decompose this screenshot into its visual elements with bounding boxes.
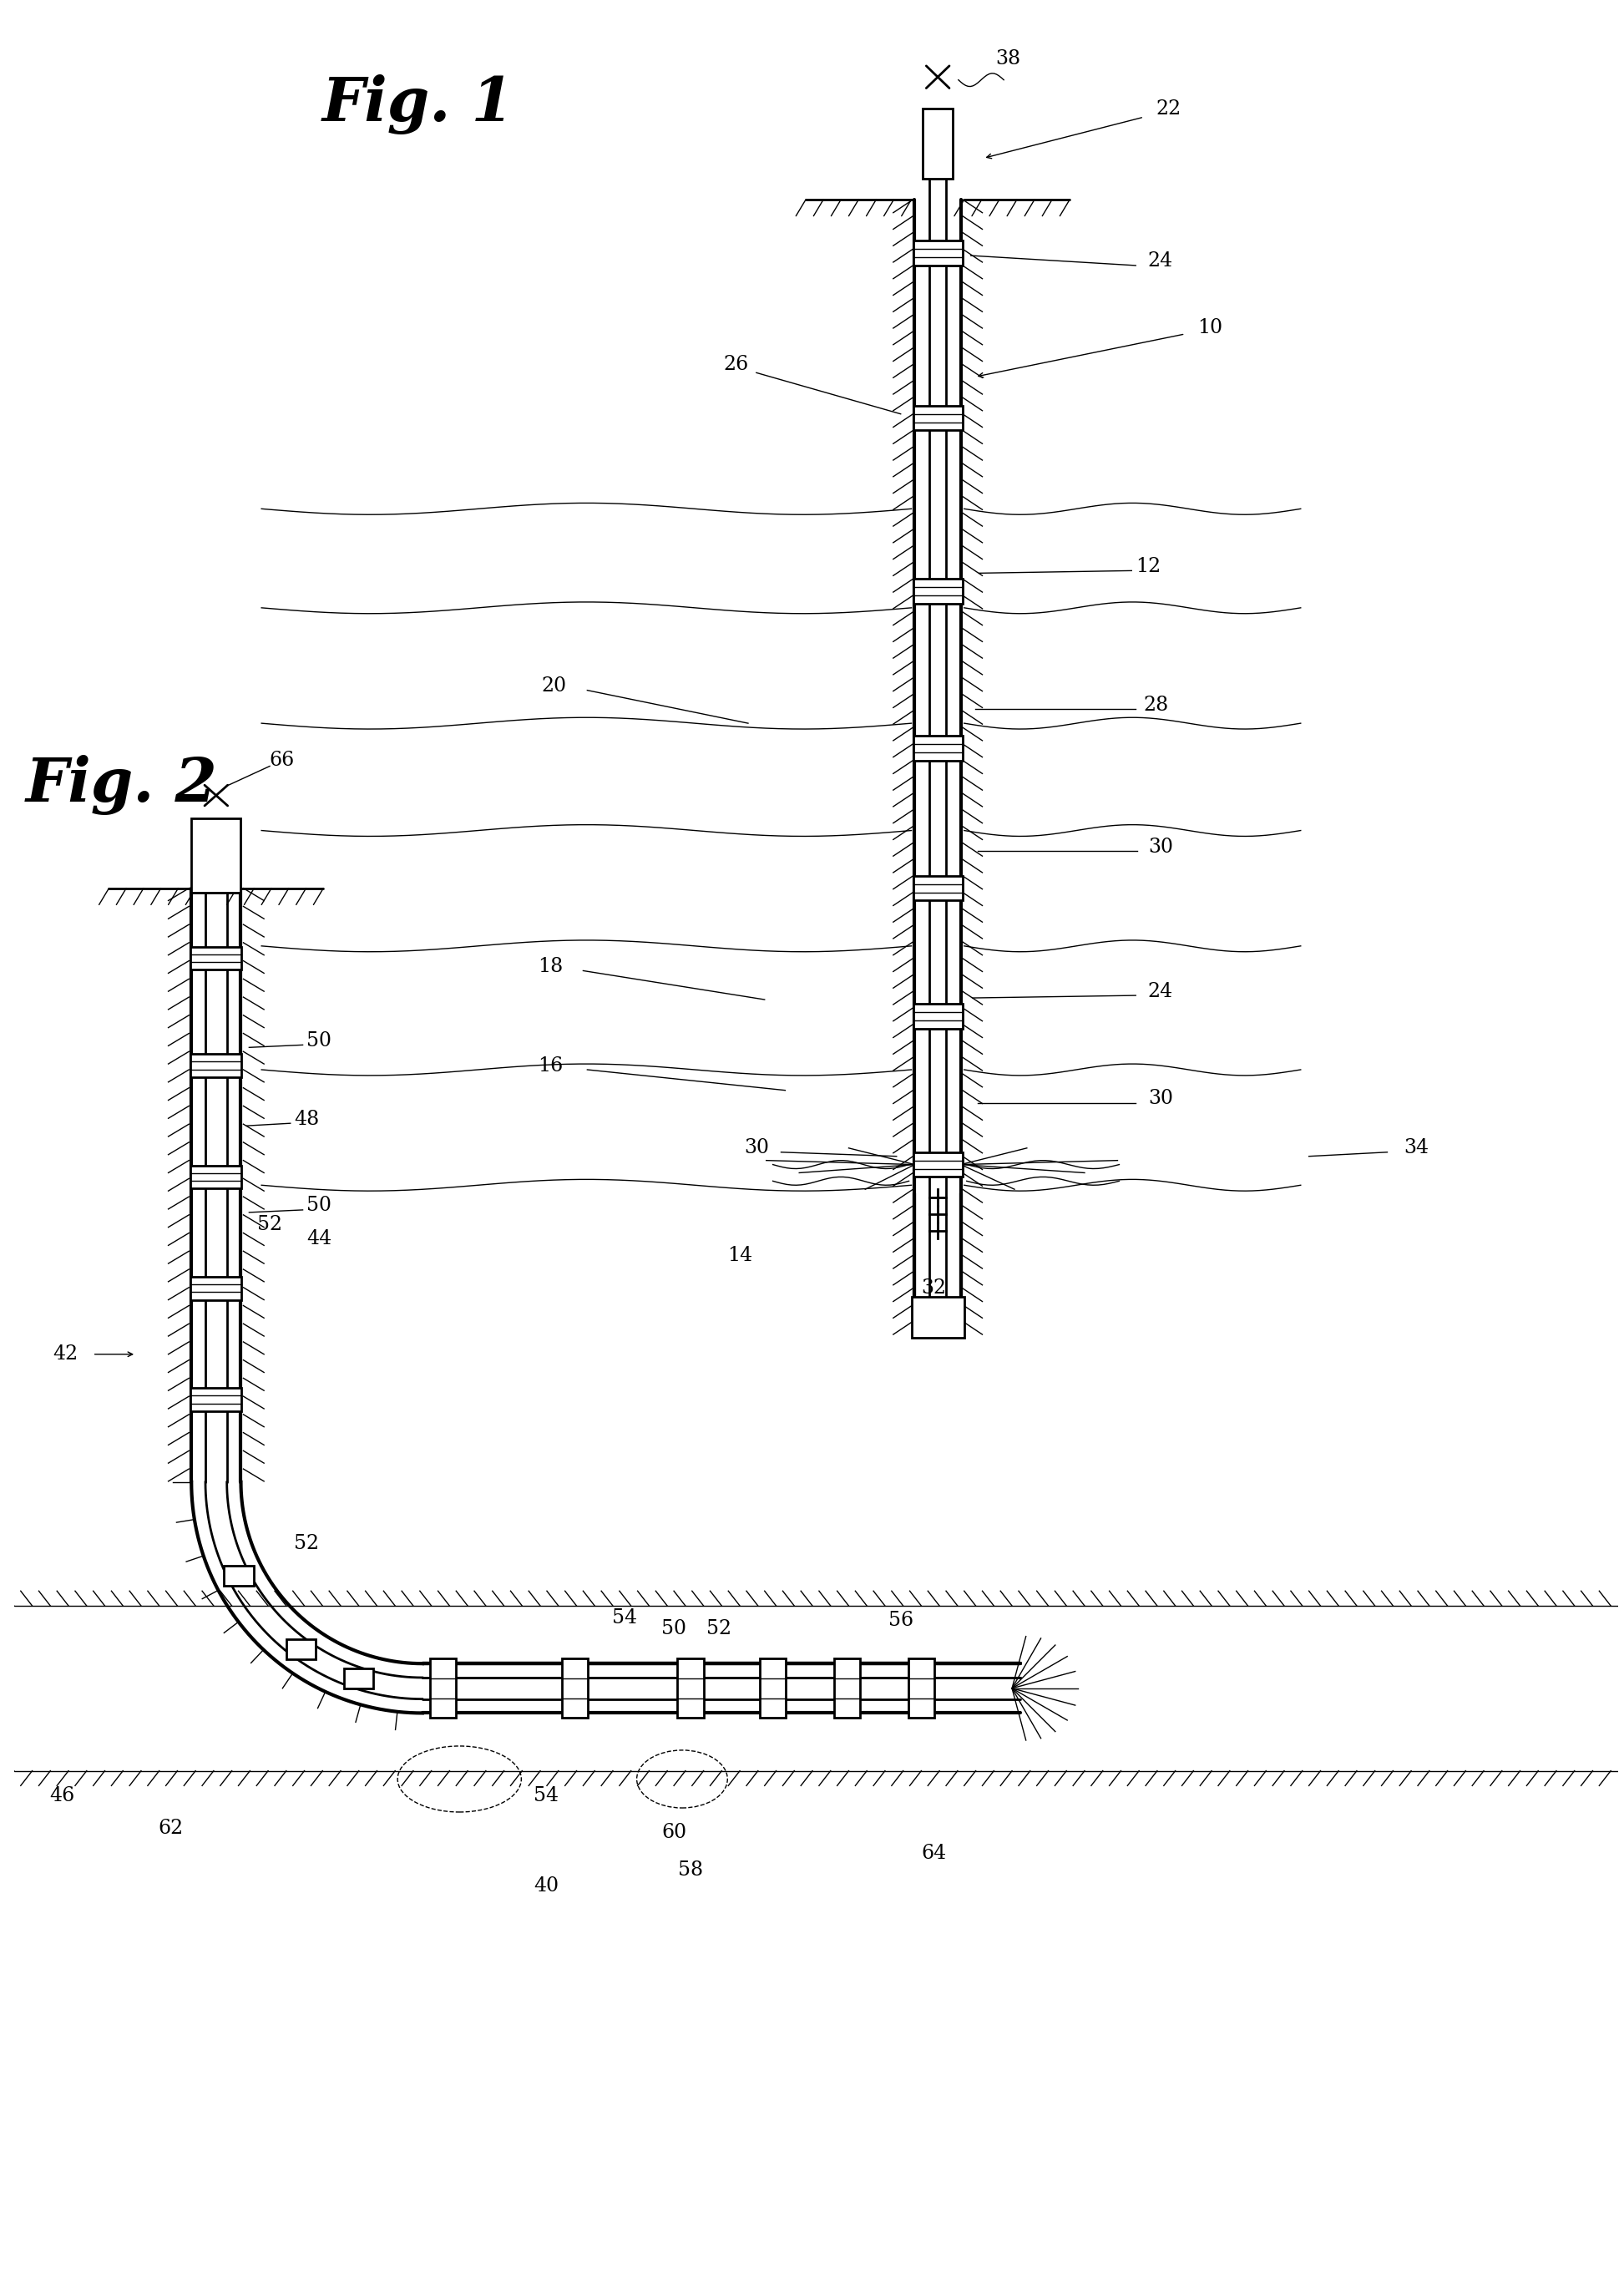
Bar xyxy=(922,109,953,180)
Bar xyxy=(913,875,963,900)
Text: 24: 24 xyxy=(1148,252,1173,270)
Text: 28: 28 xyxy=(1143,696,1169,714)
Text: 30: 30 xyxy=(1148,1089,1173,1109)
Bar xyxy=(190,1166,242,1189)
Text: 46: 46 xyxy=(49,1787,75,1805)
Bar xyxy=(913,736,963,761)
Text: 50: 50 xyxy=(307,1196,331,1216)
Bar xyxy=(192,818,240,893)
Bar xyxy=(190,1277,242,1300)
Text: 18: 18 xyxy=(538,957,564,975)
Bar xyxy=(562,1659,588,1718)
Bar xyxy=(911,1296,965,1339)
Bar xyxy=(190,1389,242,1412)
Bar xyxy=(190,948,242,971)
Text: 50: 50 xyxy=(661,1618,687,1639)
Text: 16: 16 xyxy=(538,1057,564,1075)
Bar xyxy=(833,1659,861,1718)
Text: 32: 32 xyxy=(921,1280,947,1298)
Text: 10: 10 xyxy=(1197,318,1223,336)
Text: Fig. 2: Fig. 2 xyxy=(26,755,218,816)
Text: 56: 56 xyxy=(888,1612,913,1630)
Text: 52: 52 xyxy=(294,1534,320,1552)
Bar xyxy=(286,1639,317,1659)
Text: 30: 30 xyxy=(744,1139,768,1157)
Text: 54: 54 xyxy=(612,1609,637,1627)
Text: 30: 30 xyxy=(1148,836,1173,857)
Text: Fig. 1: Fig. 1 xyxy=(322,75,515,134)
Bar xyxy=(190,1055,242,1077)
Bar xyxy=(908,1659,934,1718)
Bar xyxy=(344,1668,374,1689)
Text: 20: 20 xyxy=(542,677,567,696)
Bar xyxy=(913,1152,963,1177)
Bar xyxy=(913,405,963,430)
Text: 64: 64 xyxy=(921,1843,947,1864)
Text: 52: 52 xyxy=(706,1618,732,1639)
Bar xyxy=(913,241,963,266)
Text: 42: 42 xyxy=(52,1346,78,1364)
Text: 54: 54 xyxy=(533,1787,559,1805)
Text: 12: 12 xyxy=(1135,557,1161,575)
Bar xyxy=(224,1566,253,1587)
Bar xyxy=(913,580,963,605)
Text: 24: 24 xyxy=(1148,982,1173,1000)
Text: 66: 66 xyxy=(270,750,294,771)
Bar xyxy=(677,1659,703,1718)
Text: 60: 60 xyxy=(661,1823,687,1841)
Text: 58: 58 xyxy=(677,1859,703,1880)
Text: 52: 52 xyxy=(257,1216,283,1234)
Text: 34: 34 xyxy=(1403,1139,1429,1157)
Text: 44: 44 xyxy=(307,1230,331,1248)
Text: 14: 14 xyxy=(728,1246,752,1264)
Text: 38: 38 xyxy=(996,50,1020,68)
Text: 22: 22 xyxy=(1156,100,1181,118)
Text: 26: 26 xyxy=(723,355,749,375)
Bar xyxy=(760,1659,786,1718)
Text: 62: 62 xyxy=(158,1818,184,1839)
Bar xyxy=(430,1659,456,1718)
Text: 48: 48 xyxy=(294,1109,320,1130)
Text: 50: 50 xyxy=(307,1032,331,1050)
Bar xyxy=(913,1005,963,1027)
Text: 40: 40 xyxy=(533,1877,559,1896)
